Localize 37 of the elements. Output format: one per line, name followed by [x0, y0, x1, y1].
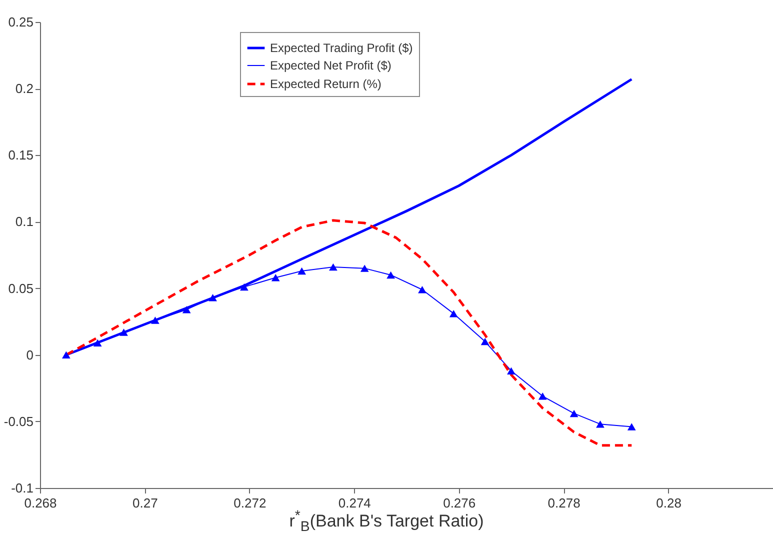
y-tick-label: 0.1	[15, 214, 34, 230]
point	[386, 271, 395, 279]
x-tick-label: 0.276	[443, 496, 476, 510]
x-tick-label: 0.274	[338, 496, 371, 510]
legend-label: Expected Return (%)	[270, 77, 382, 91]
y-tick-label: 0.2	[15, 81, 34, 96]
point	[418, 286, 426, 294]
point	[298, 267, 306, 275]
y-tick-label: 0.25	[8, 14, 34, 30]
point	[627, 423, 636, 430]
x-tick-label: 0.268	[24, 496, 57, 510]
y-tick-label: -0.05	[4, 414, 34, 429]
y-tick-label: 0.15	[8, 148, 34, 163]
point	[240, 283, 248, 291]
point	[449, 310, 458, 318]
x-tick-label: 0.278	[548, 496, 580, 510]
legend-label: Expected Trading Profit ($)	[270, 41, 413, 55]
x-tick-label: 0.28	[656, 496, 682, 510]
point	[182, 306, 191, 314]
x-axis-title: r$^{*}$$_{B}$(Bank B's Target Ratio)	[289, 508, 484, 536]
point	[271, 274, 280, 282]
x-tick-label: 0.27	[132, 496, 158, 510]
point	[596, 420, 604, 428]
point	[538, 392, 547, 400]
point	[208, 294, 217, 302]
x-tick-label: 0.272	[234, 496, 266, 510]
point	[507, 367, 516, 374]
y-tick-label: 0.05	[8, 280, 34, 296]
point	[360, 264, 369, 272]
point	[480, 338, 490, 346]
y-tick-label: 0	[26, 347, 34, 362]
point	[329, 263, 338, 271]
point	[93, 339, 102, 346]
point	[120, 328, 128, 336]
point	[570, 410, 578, 418]
legend-label: Expected Net Profit ($)	[270, 58, 392, 72]
y-tick-label: -0.1	[11, 480, 34, 496]
